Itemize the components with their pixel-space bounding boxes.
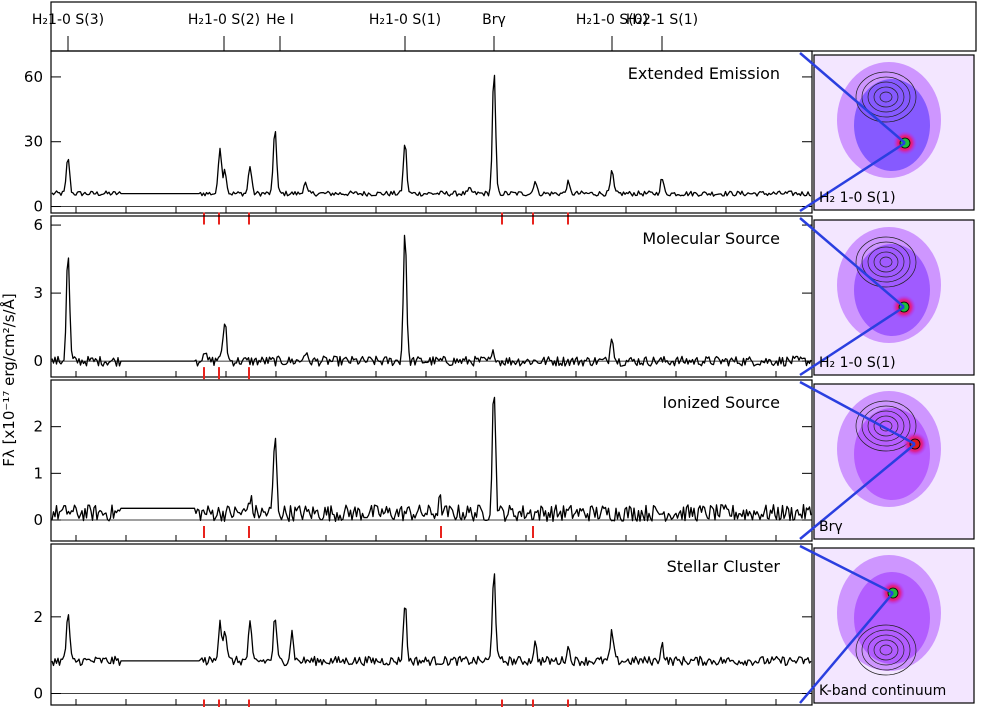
line-label-text: H₂1-0 S(3) [32, 12, 104, 28]
map-inset: H₂ 1-0 S(1) [799, 217, 975, 377]
y-tick-label: 2 [33, 418, 43, 436]
y-tick-label: 0 [33, 511, 43, 529]
map-inset: K-band continuum [799, 544, 975, 704]
panel-2: 0 1 2 Ionized Source Brγ [33, 379, 975, 542]
y-tick-label: 60 [24, 68, 43, 86]
emission-core [854, 408, 930, 500]
contour [867, 246, 905, 278]
line-label-3: H₂1-0 S(1) [369, 12, 441, 51]
panel-title: Stellar Cluster [667, 557, 781, 576]
panel-frame [50, 50, 813, 214]
spectrum-line [51, 74, 812, 197]
panel-3: 0 2 Stellar Cluster K-band continuum [33, 543, 975, 707]
contour [855, 71, 917, 123]
contour [873, 251, 899, 273]
line-label-6: H₂2-1 S(1) [626, 12, 698, 51]
connector-line [799, 443, 916, 540]
line-label-text: H₂1-0 S(2) [188, 12, 260, 28]
line-label-text: H₂1-0 S(1) [369, 12, 441, 28]
contour [873, 86, 899, 108]
contour [861, 405, 911, 447]
y-tick-label: 3 [33, 284, 43, 302]
map-inset: Brγ [799, 380, 975, 540]
connector-line [799, 217, 905, 308]
connector-line [799, 544, 894, 595]
line-label-5: H₂1-0 S(0) [576, 12, 648, 51]
connector-line [799, 52, 906, 144]
contour [879, 256, 893, 268]
y-tick-label: 6 [33, 216, 43, 234]
line-id-header: H₂1-0 S(3) H₂1-0 S(2) He I H₂1-0 S(1) Brγ H₂1… [32, 1, 977, 52]
panel-frame [50, 543, 813, 706]
y-axis-label: Fλ [x10⁻¹⁷ erg/cm²/s/Å] [0, 293, 18, 466]
map-label: K-band continuum [819, 683, 946, 699]
emission-core [854, 572, 930, 664]
map-label: H₂ 1-0 S(1) [819, 190, 896, 206]
contour [873, 639, 899, 661]
contour [867, 634, 905, 666]
map-inset: H₂ 1-0 S(1) [799, 52, 975, 213]
contour [879, 91, 893, 103]
contour [855, 400, 917, 452]
panel-title: Molecular Source [642, 229, 780, 248]
contour [867, 410, 905, 442]
line-label-1: H₂1-0 S(2) [188, 12, 260, 51]
y-tick-label: 0 [33, 352, 43, 370]
panel-0: 0 30 60 Extended Emission H₂ 1-0 S(1) [24, 50, 975, 225]
line-label-text: He I [266, 12, 294, 28]
line-label-0: H₂1-0 S(3) [32, 12, 104, 51]
spectrum-line [51, 396, 812, 523]
y-tick-label: 0 [33, 685, 43, 703]
line-label-text: H₂2-1 S(1) [626, 12, 698, 28]
spectrum-line [51, 234, 812, 367]
panel-frame [50, 215, 813, 378]
panel-frame [50, 379, 813, 542]
contour [867, 81, 905, 113]
panel-1: 0 3 6 Molecular Source H₂ 1-0 S(1) [33, 215, 975, 380]
contour [861, 629, 911, 671]
y-tick-label: 0 [33, 198, 43, 216]
line-label-text: H₂1-0 S(0) [576, 12, 648, 28]
map-label: Brγ [819, 519, 843, 535]
panel-title: Extended Emission [628, 64, 780, 83]
emission-core [854, 244, 930, 336]
map-label: H₂ 1-0 S(1) [819, 355, 896, 371]
emission-core [854, 79, 930, 171]
connector-line [799, 592, 894, 704]
contour [873, 415, 899, 437]
connector-line [799, 380, 916, 446]
line-label-4: Brγ [482, 12, 506, 51]
contour [855, 624, 917, 676]
y-tick-label: 2 [33, 608, 43, 626]
line-label-2: He I [266, 12, 294, 51]
connector-line [799, 305, 905, 377]
contour [861, 76, 911, 118]
connector-line [799, 141, 906, 213]
contour [861, 241, 911, 283]
contour [855, 236, 917, 288]
y-tick-label: 30 [24, 133, 43, 151]
y-tick-label: 1 [33, 464, 43, 482]
contour [879, 644, 893, 656]
spectrum-line [51, 573, 812, 667]
panel-title: Ionized Source [662, 393, 780, 412]
line-label-text: Brγ [482, 12, 506, 28]
